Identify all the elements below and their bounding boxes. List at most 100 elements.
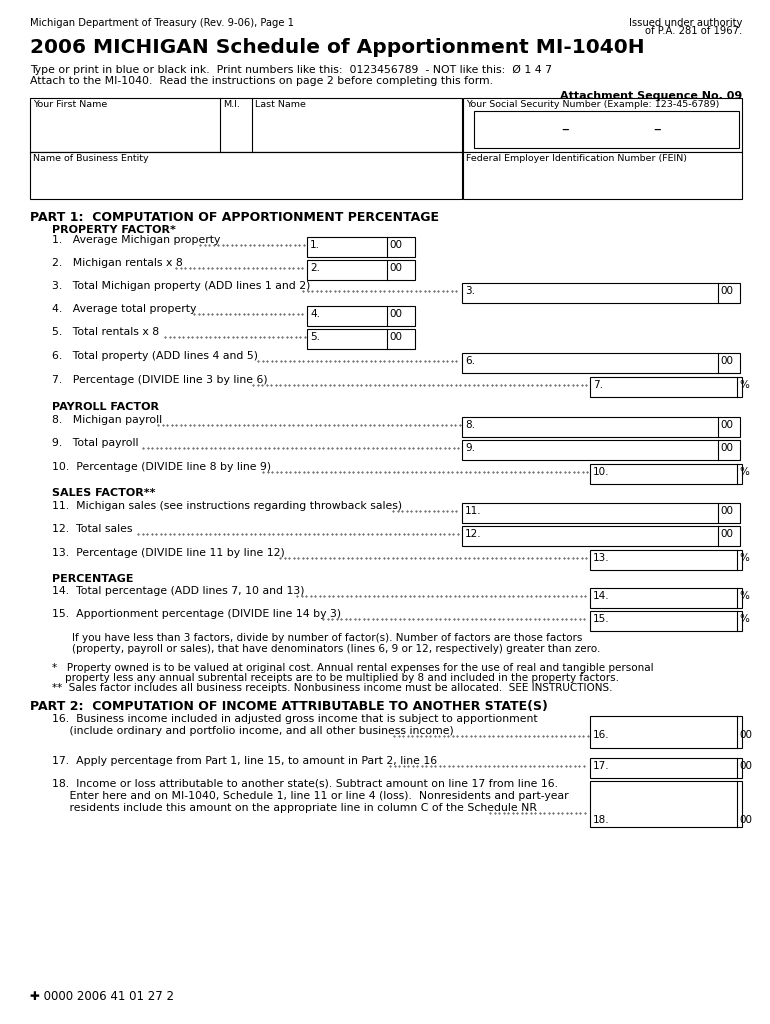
Text: 00: 00	[720, 443, 733, 453]
Text: 00: 00	[720, 420, 733, 430]
Text: SALES FACTOR**: SALES FACTOR**	[52, 488, 156, 498]
Text: 14.: 14.	[593, 591, 610, 601]
Text: %: %	[739, 591, 749, 601]
Text: 00: 00	[720, 506, 733, 516]
Bar	[462, 283, 740, 303]
Text: PART 1:  COMPUTATION OF APPORTIONMENT PERCENTAGE: PART 1: COMPUTATION OF APPORTIONMENT PER…	[30, 211, 439, 224]
Bar	[590, 781, 742, 827]
Text: Michigan Department of Treasury (Rev. 9-06), Page 1: Michigan Department of Treasury (Rev. 9-…	[30, 18, 294, 28]
Text: 7.: 7.	[593, 380, 603, 390]
Text: %: %	[739, 553, 749, 563]
Text: 18.: 18.	[593, 815, 610, 825]
Bar	[590, 377, 742, 397]
Bar	[30, 98, 462, 152]
Text: 12.: 12.	[465, 529, 481, 539]
Text: If you have less than 3 factors, divide by number of factor(s). Number of factor: If you have less than 3 factors, divide …	[72, 633, 582, 643]
Bar	[462, 353, 740, 373]
Text: 18.  Income or loss attributable to another state(s). Subtract amount on line 17: 18. Income or loss attributable to anoth…	[52, 779, 558, 790]
Text: 5.: 5.	[310, 332, 320, 342]
Text: M.I.: M.I.	[223, 100, 240, 109]
Text: property less any annual subrental receipts are to be multiplied by 8 and includ: property less any annual subrental recei…	[52, 673, 619, 683]
Text: Your First Name: Your First Name	[33, 100, 107, 109]
Text: 15.: 15.	[593, 614, 610, 624]
Bar	[590, 758, 742, 778]
Text: 11.: 11.	[465, 506, 481, 516]
Bar	[590, 588, 742, 608]
Text: –: –	[653, 122, 661, 137]
Text: 00: 00	[720, 286, 733, 296]
Bar	[462, 526, 740, 546]
Text: PAYROLL FACTOR: PAYROLL FACTOR	[52, 402, 159, 412]
Text: 00: 00	[739, 815, 752, 825]
Text: 1.: 1.	[310, 240, 320, 250]
Text: of P.A. 281 of 1967.: of P.A. 281 of 1967.	[644, 26, 742, 36]
Text: (property, payroll or sales), that have denominators (lines 6, 9 or 12, respecti: (property, payroll or sales), that have …	[72, 644, 601, 654]
Text: 16.  Business income included in adjusted gross income that is subject to apport: 16. Business income included in adjusted…	[52, 714, 537, 724]
Text: 00: 00	[739, 730, 752, 740]
Text: 14.  Total percentage (ADD lines 7, 10 and 13): 14. Total percentage (ADD lines 7, 10 an…	[52, 586, 304, 596]
Text: 12.  Total sales: 12. Total sales	[52, 524, 132, 534]
Bar	[463, 152, 742, 199]
Text: 00: 00	[389, 332, 402, 342]
Text: Federal Employer Identification Number (FEIN): Federal Employer Identification Number (…	[466, 154, 687, 163]
Text: –: –	[561, 122, 569, 137]
Bar	[590, 716, 742, 748]
Text: 8.: 8.	[465, 420, 475, 430]
Text: Attachment Sequence No. 09: Attachment Sequence No. 09	[560, 91, 742, 101]
Bar	[307, 329, 415, 349]
Text: Last Name: Last Name	[255, 100, 306, 109]
Text: %: %	[739, 467, 749, 477]
Text: 17.  Apply percentage from Part 1, line 15, to amount in Part 2, line 16: 17. Apply percentage from Part 1, line 1…	[52, 756, 437, 766]
Bar	[462, 417, 740, 437]
Text: ✚ 0000 2006 41 01 27 2: ✚ 0000 2006 41 01 27 2	[30, 990, 174, 1002]
Bar	[462, 440, 740, 460]
Text: 2006 MICHIGAN Schedule of Apportionment MI-1040H: 2006 MICHIGAN Schedule of Apportionment …	[30, 38, 644, 57]
Text: 2.: 2.	[310, 263, 320, 273]
Text: 5.   Total rentals x 8: 5. Total rentals x 8	[52, 327, 159, 337]
Bar	[307, 306, 415, 326]
Text: Enter here and on MI-1040, Schedule 1, line 11 or line 4 (loss).  Nonresidents a: Enter here and on MI-1040, Schedule 1, l…	[52, 791, 568, 801]
Text: 7.   Percentage (DIVIDE line 3 by line 6): 7. Percentage (DIVIDE line 3 by line 6)	[52, 375, 268, 385]
Text: Name of Business Entity: Name of Business Entity	[33, 154, 149, 163]
Text: Type or print in blue or black ink.  Print numbers like this:  0123456789  - NOT: Type or print in blue or black ink. Prin…	[30, 65, 552, 75]
Bar	[30, 152, 462, 199]
Text: 00: 00	[389, 240, 402, 250]
Bar	[462, 503, 740, 523]
Text: PROPERTY FACTOR*: PROPERTY FACTOR*	[52, 225, 176, 234]
Bar	[590, 464, 742, 484]
Text: %: %	[739, 380, 749, 390]
Text: Your Social Security Number (Example: 123-45-6789): Your Social Security Number (Example: 12…	[466, 100, 719, 109]
Text: PART 2:  COMPUTATION OF INCOME ATTRIBUTABLE TO ANOTHER STATE(S): PART 2: COMPUTATION OF INCOME ATTRIBUTAB…	[30, 700, 548, 713]
Text: Attach to the MI-1040.  Read the instructions on page 2 before completing this f: Attach to the MI-1040. Read the instruct…	[30, 76, 493, 86]
Text: 10.: 10.	[593, 467, 610, 477]
Text: 3.   Total Michigan property (ADD lines 1 and 2): 3. Total Michigan property (ADD lines 1 …	[52, 281, 310, 291]
Bar	[590, 550, 742, 570]
Text: residents include this amount on the appropriate line in column C of the Schedul: residents include this amount on the app…	[52, 803, 537, 813]
Text: %: %	[739, 614, 749, 624]
Text: 15.  Apportionment percentage (DIVIDE line 14 by 3): 15. Apportionment percentage (DIVIDE lin…	[52, 609, 341, 618]
Text: (include ordinary and portfolio income, and all other business income): (include ordinary and portfolio income, …	[52, 726, 454, 736]
Text: 9.   Total payroll: 9. Total payroll	[52, 438, 139, 449]
Text: 00: 00	[739, 761, 752, 771]
Text: 13.  Percentage (DIVIDE line 11 by line 12): 13. Percentage (DIVIDE line 11 by line 1…	[52, 548, 285, 558]
Text: 00: 00	[720, 529, 733, 539]
Text: PERCENTAGE: PERCENTAGE	[52, 574, 133, 584]
Text: 17.: 17.	[593, 761, 610, 771]
Bar	[307, 237, 415, 257]
Text: 6.   Total property (ADD lines 4 and 5): 6. Total property (ADD lines 4 and 5)	[52, 351, 258, 361]
Text: 8.   Michigan payroll: 8. Michigan payroll	[52, 415, 162, 425]
Text: 13.: 13.	[593, 553, 610, 563]
Text: 4.: 4.	[310, 309, 320, 319]
Bar	[474, 111, 739, 148]
Bar	[590, 611, 742, 631]
Text: **  Sales factor includes all business receipts. Nonbusiness income must be allo: ** Sales factor includes all business re…	[52, 683, 612, 693]
Text: 1.   Average Michigan property: 1. Average Michigan property	[52, 234, 220, 245]
Bar	[307, 260, 415, 280]
Text: 3.: 3.	[465, 286, 475, 296]
Text: 9.: 9.	[465, 443, 475, 453]
Bar	[463, 98, 742, 152]
Text: 00: 00	[720, 356, 733, 366]
Text: 00: 00	[389, 309, 402, 319]
Text: 00: 00	[389, 263, 402, 273]
Text: 11.  Michigan sales (see instructions regarding throwback sales): 11. Michigan sales (see instructions reg…	[52, 501, 402, 511]
